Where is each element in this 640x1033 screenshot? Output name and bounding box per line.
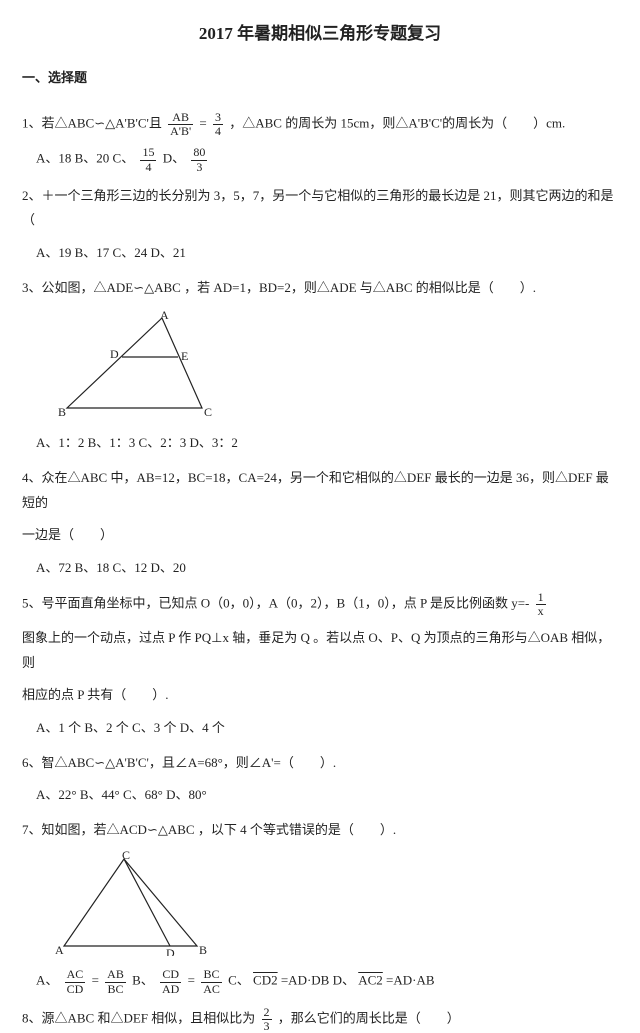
frac-num: 2 <box>262 1006 272 1020</box>
frac-ac-cd: AC CD <box>65 968 86 995</box>
frac-bc-ac: BC AC <box>201 968 222 995</box>
figure-q7: C A D B <box>52 851 618 965</box>
section-heading: 一、选择题 <box>22 66 618 91</box>
frac-ab-bc: AB BC <box>105 968 126 995</box>
label-D: D <box>166 946 175 956</box>
frac-num: 1 <box>536 591 546 605</box>
frac-den: 3 <box>262 1020 272 1033</box>
question-3: 3、公如图，△ADE∽△ABC ，若 AD=1，BD=2，则△ADE 与△ABC… <box>22 276 618 301</box>
q3-options: A、1：2 B、1：3 C、2：3 D、3：2 <box>36 431 618 456</box>
q1-pre: 1、若△ABC∽△A'B'C'且 <box>22 116 165 131</box>
frac-den: BC <box>105 983 126 996</box>
q7-c-sup: CD2 <box>253 973 278 988</box>
q1-options: A、18 B、20 C、 15 4 D、 80 3 <box>36 146 618 173</box>
frac-80-3: 80 3 <box>191 146 207 173</box>
q7-d-sup: AC2 <box>358 973 383 988</box>
frac-den: 4 <box>140 161 156 174</box>
frac-15-4: 15 4 <box>140 146 156 173</box>
frac-num: 80 <box>191 146 207 160</box>
frac-2-3: 2 3 <box>262 1006 272 1033</box>
frac-num: BC <box>201 968 222 982</box>
label-A: A <box>160 308 169 322</box>
frac-num: AC <box>65 968 86 982</box>
question-5c: 相应的点 P 共有（ ）. <box>22 683 618 708</box>
q1-post: ，△ABC 的周长为 15cm，则△A'B'C'的周长为（ ）cm. <box>229 116 565 131</box>
q7-a: A、 <box>36 973 58 988</box>
q1-mid: = <box>199 116 210 131</box>
frac-den: CD <box>65 983 86 996</box>
frac-den: AC <box>201 983 222 996</box>
label-B: B <box>58 405 66 418</box>
q7-c-txt: =AD·DB <box>281 973 330 988</box>
q7-options: A、 AC CD = AB BC B、 CD AD = BC AC C、 CD2… <box>36 968 618 995</box>
question-5a: 5、号平面直角坐标中，已知点 O（0，0），A（0，2），B（1，0），点 P … <box>22 591 618 618</box>
question-8: 8、源△ABC 和△DEF 相似，且相似比为 2 3 ，那么它们的周长比是（ ） <box>22 1006 618 1033</box>
question-7: 7、知如图，若△ACD∽△ABC ，以下 4 个等式错误的是（ ）. <box>22 818 618 843</box>
page-title: 2017 年暑期相似三角形专题复习 <box>22 18 618 50</box>
q4-options: A、72 B、18 C、12 D、20 <box>36 556 618 581</box>
question-5b: 图象上的一个动点，过点 P 作 PQ⊥x 轴，垂足为 Q 。若以点 O、P、Q … <box>22 626 618 675</box>
frac-den: A'B' <box>168 125 193 138</box>
label-C: C <box>122 851 130 862</box>
q1-opt-ab: A、18 B、20 C、 <box>36 151 134 166</box>
figure-q3: A B C D E <box>52 308 618 427</box>
label-B: B <box>199 943 207 956</box>
frac-num: CD <box>160 968 181 982</box>
frac-3-4: 3 4 <box>213 111 223 138</box>
frac-cd-ad: CD AD <box>160 968 181 995</box>
question-6: 6、智△ABC∽△A'B'C'，且∠A=68°，则∠A'=（ ）. <box>22 751 618 776</box>
frac-num: AB <box>168 111 193 125</box>
q1-opt-d-pref: D、 <box>163 151 185 166</box>
q7-d: D、 <box>333 973 355 988</box>
q7-b: B、 <box>132 973 154 988</box>
label-C: C <box>204 405 212 418</box>
label-A: A <box>55 943 64 956</box>
question-4b: 一边是（ ） <box>22 523 618 548</box>
frac-num: 3 <box>213 111 223 125</box>
label-E: E <box>181 349 188 363</box>
label-D: D <box>110 347 119 361</box>
frac-1-x: 1 x <box>536 591 546 618</box>
q5-options: A、1 个 B、2 个 C、3 个 D、4 个 <box>36 716 618 741</box>
question-2: 2、＋一个三角形三边的长分别为 3，5，7，另一个与它相似的三角形的最长边是 2… <box>22 184 618 233</box>
q7-d-txt: =AD·AB <box>386 973 435 988</box>
frac-den: 3 <box>191 161 207 174</box>
q6-options: A、22° B、44° C、68° D、80° <box>36 783 618 808</box>
frac-den: 4 <box>213 125 223 138</box>
q8-post: ，那么它们的周长比是（ ） <box>278 1011 460 1026</box>
q2-options: A、19 B、17 C、24 D、21 <box>36 241 618 266</box>
q7-c: C、 <box>228 973 250 988</box>
frac-ab-apbp: AB A'B' <box>168 111 193 138</box>
question-1: 1、若△ABC∽△A'B'C'且 AB A'B' = 3 4 ，△ABC 的周长… <box>22 111 618 138</box>
q5-pre: 5、号平面直角坐标中，已知点 O（0，0），A（0，2），B（1，0），点 P … <box>22 595 533 610</box>
frac-den: x <box>536 605 546 618</box>
frac-den: AD <box>160 983 181 996</box>
q8-pre: 8、源△ABC 和△DEF 相似，且相似比为 <box>22 1011 259 1026</box>
frac-num: AB <box>105 968 126 982</box>
question-4a: 4、众在△ABC 中，AB=12，BC=18，CA=24，另一个和它相似的△DE… <box>22 466 618 515</box>
frac-num: 15 <box>140 146 156 160</box>
